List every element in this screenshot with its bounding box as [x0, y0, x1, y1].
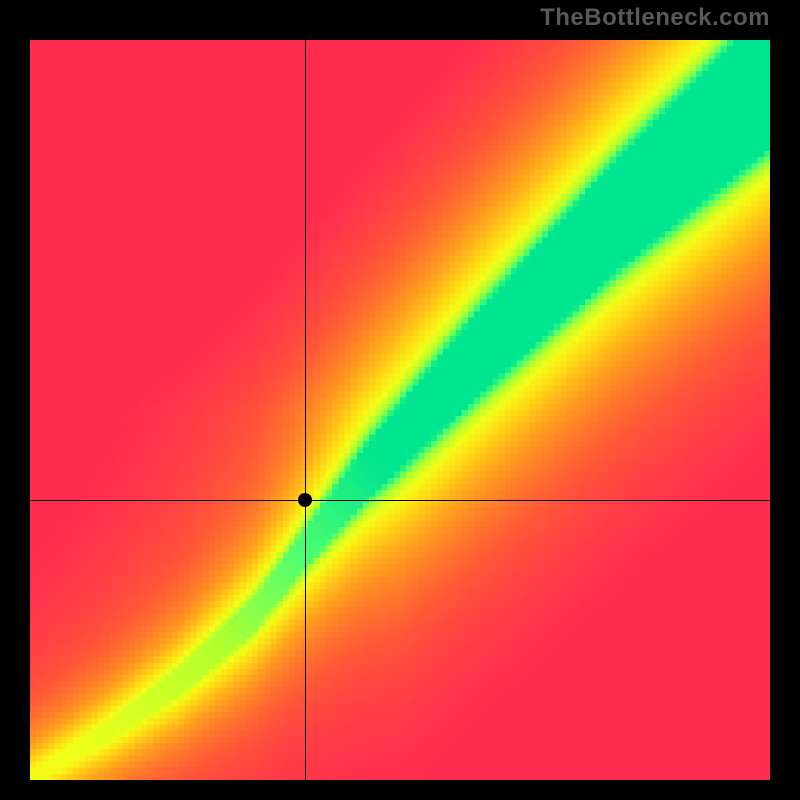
bottleneck-heatmap: { "watermark": { "text": "TheBottleneck.…	[0, 0, 800, 800]
watermark-text: TheBottleneck.com	[540, 4, 770, 32]
crosshair-horizontal	[30, 500, 770, 501]
crosshair-vertical	[305, 40, 306, 780]
bottleneck-heatmap-canvas	[30, 40, 770, 780]
plot-area	[30, 40, 770, 780]
selected-point-marker	[298, 493, 312, 507]
